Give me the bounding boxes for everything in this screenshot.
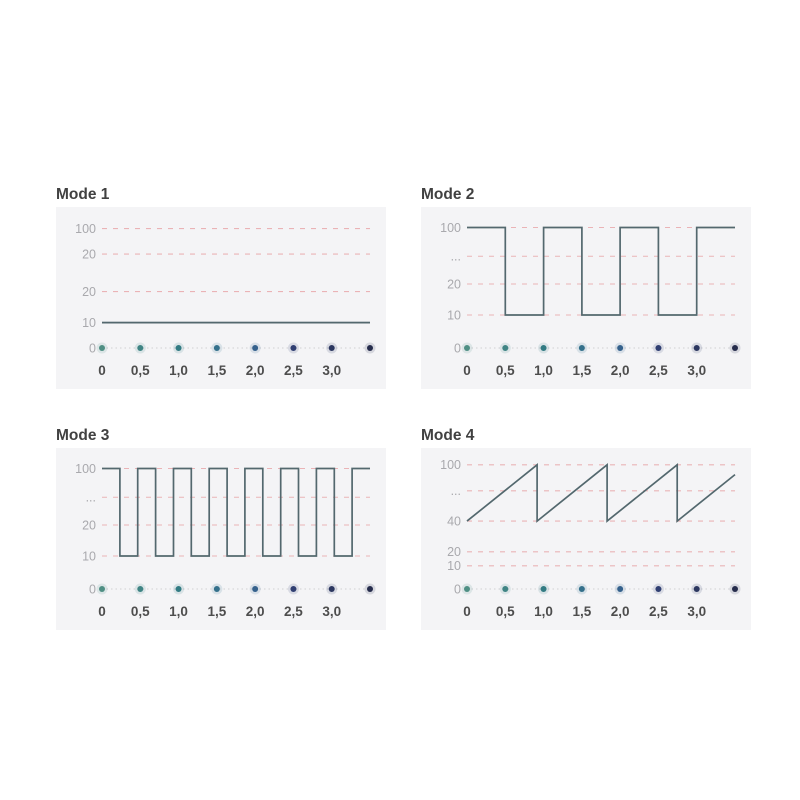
svg-text:2,0: 2,0 — [246, 604, 265, 619]
svg-text:10: 10 — [82, 316, 96, 330]
svg-text:0: 0 — [89, 582, 96, 596]
svg-text:1,0: 1,0 — [169, 604, 188, 619]
svg-text:10: 10 — [447, 308, 461, 322]
svg-text:0: 0 — [454, 582, 461, 596]
svg-text:2,5: 2,5 — [284, 363, 303, 378]
svg-text:20: 20 — [447, 277, 461, 291]
svg-text:1,0: 1,0 — [169, 363, 188, 378]
svg-text:2,0: 2,0 — [611, 363, 630, 378]
svg-text:1,5: 1,5 — [572, 363, 591, 378]
svg-text:1,5: 1,5 — [207, 604, 226, 619]
svg-text:20: 20 — [82, 518, 96, 532]
svg-text:3,0: 3,0 — [322, 363, 341, 378]
svg-text:0,5: 0,5 — [496, 363, 515, 378]
svg-text:100: 100 — [75, 462, 96, 476]
svg-text:0: 0 — [89, 341, 96, 355]
svg-text:0: 0 — [463, 363, 471, 378]
svg-text:1,5: 1,5 — [207, 363, 226, 378]
svg-text:100: 100 — [75, 222, 96, 236]
svg-text:2,5: 2,5 — [284, 604, 303, 619]
svg-text:3,0: 3,0 — [687, 604, 706, 619]
svg-text:1,0: 1,0 — [534, 363, 553, 378]
svg-text:0: 0 — [98, 604, 106, 619]
svg-text:20: 20 — [82, 285, 96, 299]
svg-text:100: 100 — [440, 221, 461, 235]
svg-text:2,0: 2,0 — [246, 363, 265, 378]
svg-text:0,5: 0,5 — [496, 604, 515, 619]
svg-text:0,5: 0,5 — [131, 604, 150, 619]
svg-text:2,0: 2,0 — [611, 604, 630, 619]
svg-text:...: ... — [451, 484, 461, 498]
svg-text:...: ... — [451, 250, 461, 264]
svg-text:...: ... — [86, 491, 96, 505]
svg-text:100: 100 — [440, 458, 461, 472]
svg-text:3,0: 3,0 — [322, 604, 341, 619]
svg-text:10: 10 — [447, 559, 461, 573]
svg-text:0: 0 — [454, 341, 461, 355]
svg-text:40: 40 — [447, 514, 461, 528]
svg-text:0,5: 0,5 — [131, 363, 150, 378]
svg-text:3,0: 3,0 — [687, 363, 706, 378]
svg-text:1,0: 1,0 — [534, 604, 553, 619]
svg-text:0: 0 — [463, 604, 471, 619]
svg-text:2,5: 2,5 — [649, 363, 668, 378]
svg-text:10: 10 — [82, 549, 96, 563]
svg-text:20: 20 — [447, 545, 461, 559]
svg-text:20: 20 — [82, 247, 96, 261]
svg-text:1,5: 1,5 — [572, 604, 591, 619]
svg-text:2,5: 2,5 — [649, 604, 668, 619]
svg-text:0: 0 — [98, 363, 106, 378]
